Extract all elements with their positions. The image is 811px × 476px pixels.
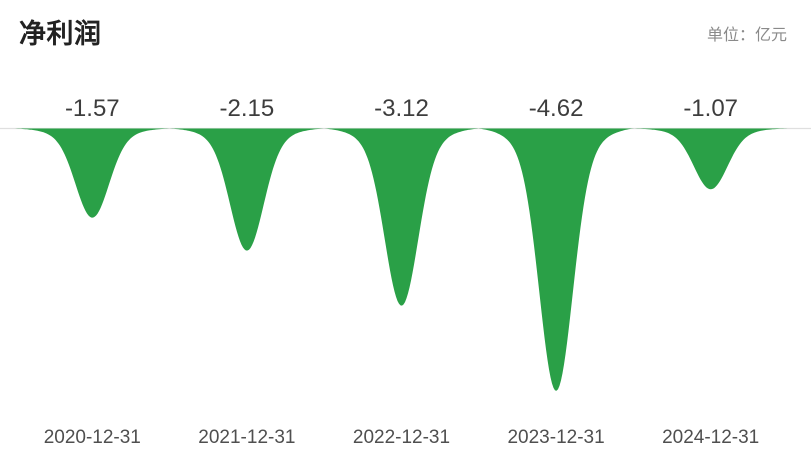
x-axis-label: 2020-12-31 [43,427,141,448]
value-label: -2.15 [219,95,275,122]
unit-label: 单位：亿元 [706,27,787,44]
x-axis-label: 2021-12-31 [198,427,296,448]
value-label: -4.62 [528,95,584,122]
value-label: -1.57 [64,95,120,122]
x-axis-label: 2024-12-31 [662,427,760,448]
value-labels-row: -1.57 -2.15 -3.12 -4.62 -1.07 [15,94,788,124]
x-axis-labels-row: 2020-12-31 2021-12-31 2022-12-31 2023-12… [15,426,788,450]
chart-title: 净利润 [19,19,102,49]
x-axis-label: 2023-12-31 [507,427,605,448]
net-profit-area-series [15,128,788,391]
value-label: -3.12 [374,95,429,122]
x-axis-label: 2022-12-31 [352,427,451,448]
value-label: -1.07 [683,95,739,122]
